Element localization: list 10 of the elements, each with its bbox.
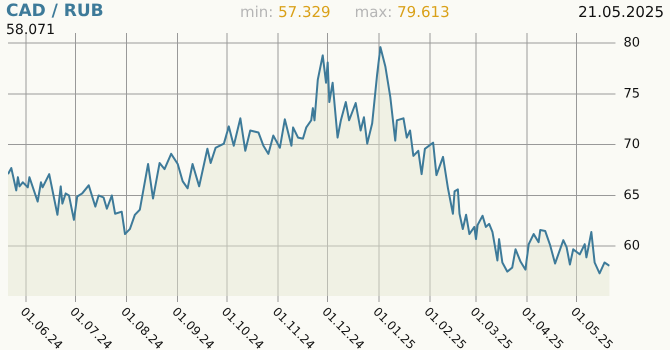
y-tick-label: 70 xyxy=(623,137,640,152)
chart-title: CAD / RUB xyxy=(6,1,104,21)
text: 21.05.2025 xyxy=(578,3,664,21)
text: max: 79.613 xyxy=(354,3,450,21)
y-tick-label: 60 xyxy=(623,238,640,254)
text: min: 57.329 xyxy=(240,3,331,21)
annotation: 58.071 xyxy=(6,22,55,38)
y-tick-label: 75 xyxy=(623,86,640,102)
y-tick-label: 65 xyxy=(623,188,640,203)
y-tick-label: 80 xyxy=(623,36,640,51)
